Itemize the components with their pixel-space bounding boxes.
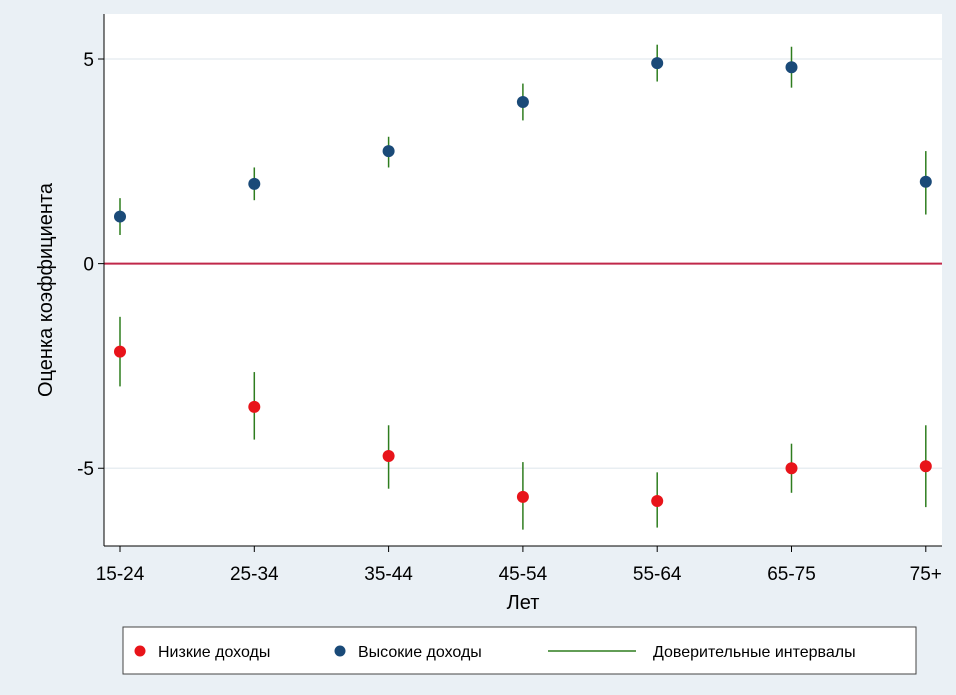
- legend-marker-high-income: [334, 645, 346, 657]
- point-high-income: [382, 145, 395, 158]
- point-low-income: [919, 460, 932, 473]
- x-tick-label: 75+: [910, 564, 942, 585]
- point-layer: [114, 57, 932, 507]
- x-tick-label: 55-64: [633, 564, 682, 585]
- x-tick-label: 35-44: [364, 564, 413, 585]
- point-high-income: [248, 177, 261, 190]
- y-tick-label: 5: [83, 50, 94, 71]
- legend-label-low-income: Низкие доходы: [158, 644, 270, 661]
- point-low-income: [651, 494, 664, 507]
- x-tick-label: 45-54: [499, 564, 548, 585]
- y-tick-label: -5: [77, 459, 94, 480]
- legend-marker-low-income: [134, 645, 146, 657]
- x-tick-label: 15-24: [96, 564, 145, 585]
- point-high-income: [651, 57, 664, 70]
- legend-label-high-income: Высокие доходы: [358, 644, 482, 661]
- legend: Низкие доходы Высокие доходы Доверительн…: [122, 626, 917, 675]
- x-tick-label: 65-75: [767, 564, 816, 585]
- point-low-income: [382, 449, 395, 462]
- legend-label-ci: Доверительные интервалы: [653, 644, 856, 661]
- point-low-income: [114, 345, 126, 358]
- y-tick-label: 0: [83, 255, 94, 276]
- y-axis-title: Оценка коэффициента: [35, 182, 57, 397]
- x-axis-title: Лет: [507, 592, 540, 614]
- point-low-income: [516, 490, 529, 503]
- point-high-income: [114, 210, 126, 223]
- point-low-income: [785, 462, 798, 475]
- point-low-income: [248, 400, 261, 413]
- point-high-income: [516, 95, 529, 108]
- legend-box: [122, 626, 917, 675]
- point-high-income: [919, 175, 932, 188]
- point-high-income: [785, 61, 798, 74]
- x-tick-label: 25-34: [230, 564, 279, 585]
- axis-layer: 5 0 -5 15-24 25-34 35-44 45-54 55-64 65-75 75+: [77, 14, 942, 585]
